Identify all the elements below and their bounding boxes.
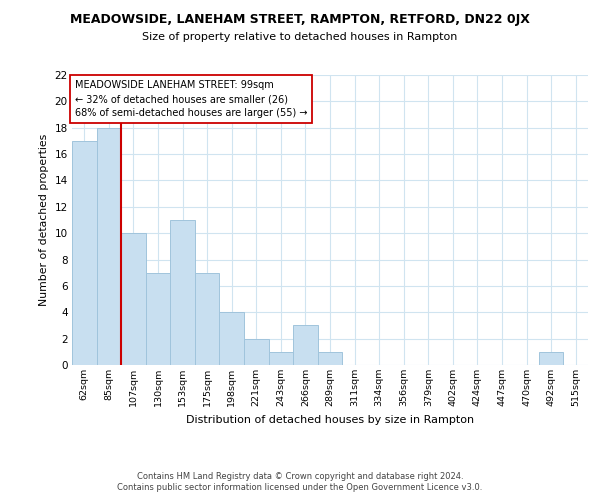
Text: Contains HM Land Registry data © Crown copyright and database right 2024.: Contains HM Land Registry data © Crown c…: [137, 472, 463, 481]
Bar: [195, 272, 220, 365]
Bar: [146, 272, 170, 365]
Text: MEADOWSIDE, LANEHAM STREET, RAMPTON, RETFORD, DN22 0JX: MEADOWSIDE, LANEHAM STREET, RAMPTON, RET…: [70, 12, 530, 26]
Text: Size of property relative to detached houses in Rampton: Size of property relative to detached ho…: [142, 32, 458, 42]
Bar: [293, 326, 318, 365]
Bar: [269, 352, 293, 365]
Bar: [318, 352, 342, 365]
Text: Contains public sector information licensed under the Open Government Licence v3: Contains public sector information licen…: [118, 483, 482, 492]
Bar: [72, 141, 97, 365]
Y-axis label: Number of detached properties: Number of detached properties: [39, 134, 49, 306]
Bar: [121, 233, 146, 365]
Bar: [97, 128, 121, 365]
Bar: [170, 220, 195, 365]
Bar: [539, 352, 563, 365]
X-axis label: Distribution of detached houses by size in Rampton: Distribution of detached houses by size …: [186, 414, 474, 424]
Bar: [220, 312, 244, 365]
Text: MEADOWSIDE LANEHAM STREET: 99sqm
← 32% of detached houses are smaller (26)
68% o: MEADOWSIDE LANEHAM STREET: 99sqm ← 32% o…: [75, 80, 307, 118]
Bar: [244, 338, 269, 365]
